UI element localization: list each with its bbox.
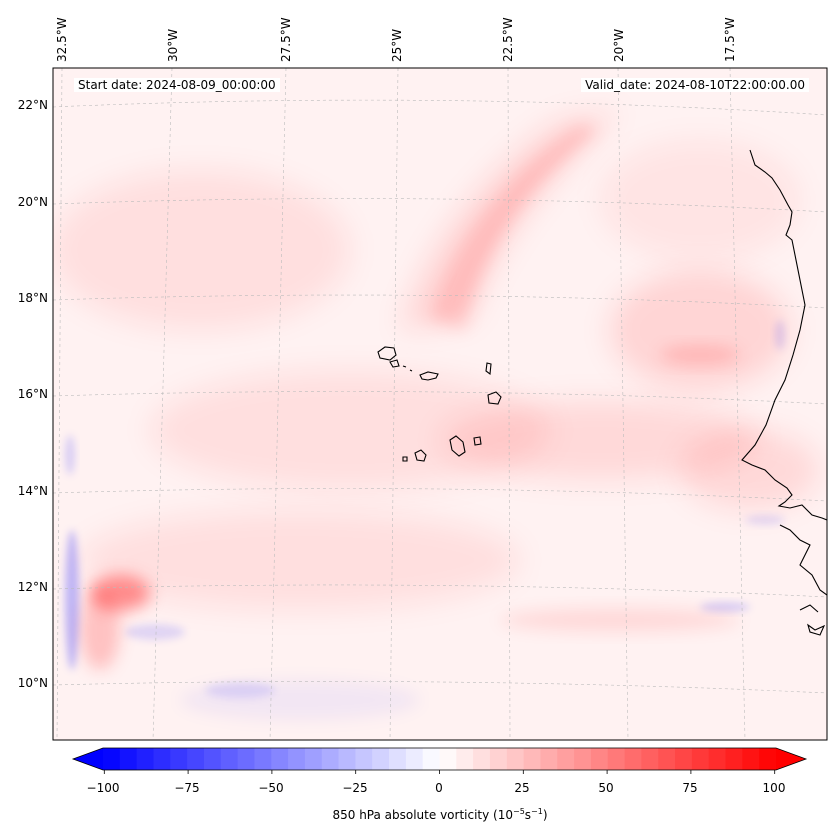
lon-label-27-5w: 27.5°W (279, 17, 293, 62)
colorbar-bin (439, 748, 457, 770)
colorbar-bin (624, 748, 642, 770)
colorbar-bin (237, 748, 255, 770)
colorbar-bin (153, 748, 171, 770)
cape-verde-sal (485, 362, 492, 376)
colorbar-bin (119, 748, 138, 770)
colorbar-tick-label: −50 (258, 781, 284, 795)
colorbar-bin (203, 748, 222, 770)
west-africa-coastline (741, 149, 827, 521)
colorbar-bin (338, 748, 356, 770)
cape-verde-fogo (414, 449, 427, 462)
colorbar-bin (742, 748, 760, 770)
colorbar-tick-label: −25 (342, 781, 368, 795)
guinea-bissau-coastline (779, 524, 827, 596)
cape-verde-boa-vista (487, 391, 502, 405)
lat-label-22n: 22°N (17, 98, 48, 112)
colorbar-bin (304, 748, 323, 770)
colorbar-bin (103, 748, 121, 770)
negative-vorticity-field (65, 320, 785, 720)
colorbar-bin (389, 748, 407, 770)
colorbar-title: 850 hPa absolute vorticity (10−5s−1) (332, 807, 548, 822)
lat-label-20n: 20°N (17, 195, 48, 209)
colorbar-tick-label: 50 (598, 781, 614, 795)
colorbar-bin (355, 748, 373, 770)
colorbar-bin (372, 748, 390, 770)
colorbar-bin (759, 748, 777, 770)
lon-label-17-5w: 17.5°W (723, 17, 737, 62)
colorbar-bin (456, 748, 474, 770)
colorbar-bin (641, 748, 659, 770)
colorbar-tick-label: 75 (682, 781, 698, 795)
valid-date-label: Valid_date: 2024-08-10T22:00:00.00 (581, 78, 809, 92)
lon-label-32-5w: 32.5°W (55, 17, 69, 62)
colorbar-tick-label: 0 (435, 781, 443, 795)
colorbar-left-extension (73, 748, 103, 770)
colorbar-bin (540, 748, 558, 770)
positive-vorticity-field (53, 110, 820, 670)
colorbar-ticks (103, 770, 776, 774)
lat-label-16n: 16°N (17, 387, 48, 401)
coastlines (377, 149, 827, 636)
colorbar-tick-label: −100 (86, 781, 120, 795)
colorbar-tick-label: −75 (174, 781, 200, 795)
colorbar (71, 747, 808, 774)
colorbar-bins (103, 748, 777, 770)
lon-label-22-5w: 22.5°W (501, 17, 515, 62)
colorbar-bin (708, 748, 727, 770)
lon-label-20w: 20°W (612, 28, 626, 62)
islets (402, 365, 413, 372)
lat-label-10n: 10°N (17, 676, 48, 690)
colorbar-bin (170, 748, 188, 770)
colorbar-right-extension (776, 748, 806, 770)
colorbar-tick-label: 25 (514, 781, 530, 795)
colorbar-bin (506, 748, 525, 770)
colorbar-bin (607, 748, 626, 770)
lat-label-12n: 12°N (17, 580, 48, 594)
colorbar-bin (473, 748, 491, 770)
colorbar-bin (691, 748, 710, 770)
cape-verde-sao-nicolau (419, 371, 439, 381)
lon-label-25w: 25°W (390, 28, 404, 62)
graticule (53, 68, 827, 740)
colorbar-outline (71, 747, 808, 771)
lon-label-30w: 30°W (166, 28, 180, 62)
lat-label-18n: 18°N (17, 291, 48, 305)
map-panel (53, 68, 827, 740)
colorbar-bin (557, 748, 575, 770)
colorbar-bin (725, 748, 743, 770)
colorbar-bin (136, 748, 154, 770)
cape-verde-brava (402, 456, 408, 462)
colorbar-bin (288, 748, 306, 770)
colorbar-tick-label: 100 (762, 781, 786, 795)
colorbar-bin (675, 748, 693, 770)
colorbar-bin (489, 748, 508, 770)
lat-label-14n: 14°N (17, 484, 48, 498)
colorbar-bin (254, 748, 272, 770)
colorbar-bin (658, 748, 676, 770)
colorbar-bin (574, 748, 592, 770)
colorbar-bin (321, 748, 340, 770)
cape-verde-sao-vicente (389, 359, 400, 368)
colorbar-bin (220, 748, 239, 770)
cape-verde-maio (473, 436, 482, 446)
cape-verde-santiago (449, 435, 466, 457)
start-date-label: Start date: 2024-08-09_00:00:00 (74, 78, 280, 92)
colorbar-bin (422, 748, 440, 770)
colorbar-bin (590, 748, 609, 770)
colorbar-bin (405, 748, 424, 770)
cape-verde-santo-antao (377, 346, 397, 361)
colorbar-bin (187, 748, 205, 770)
colorbar-bin (523, 748, 541, 770)
colorbar-bin (271, 748, 289, 770)
bijagos-islands (799, 604, 826, 636)
map-frame (52, 67, 828, 741)
